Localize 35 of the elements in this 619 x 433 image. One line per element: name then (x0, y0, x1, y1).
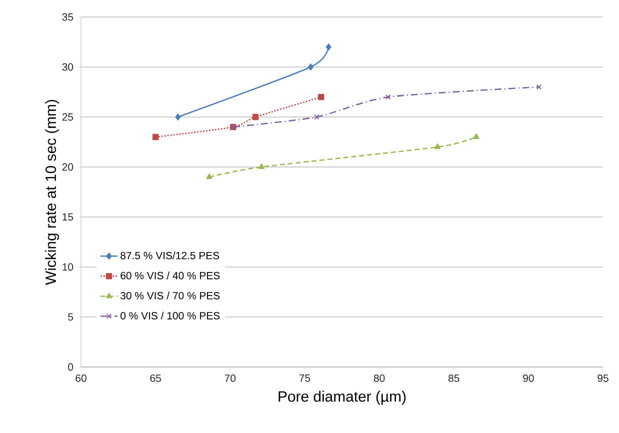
x-tick-label: 85 (448, 374, 460, 382)
point (314, 114, 320, 120)
x-tick-label: 90 (523, 374, 534, 382)
y-tick-label: 10 (62, 263, 74, 271)
point (175, 114, 181, 120)
x-tick-label: 70 (224, 374, 236, 382)
y-tick-label: 5 (68, 313, 74, 321)
y-tick-label: 35 (62, 13, 74, 21)
point (326, 44, 332, 50)
point (318, 94, 324, 100)
point (152, 134, 159, 140)
x-tick-label: 60 (76, 374, 86, 382)
point (206, 174, 212, 179)
y-tick-label: 30 (62, 63, 74, 71)
point (434, 144, 441, 149)
legend-label: 0 % VIS / 100 % PES (120, 312, 220, 320)
x-axis-title: Pore diamater (µm) (278, 390, 406, 405)
x-tick-label: 65 (150, 374, 161, 382)
y-tick-label: 25 (62, 113, 74, 121)
point (536, 84, 542, 90)
y-axis-title: Wicking rate at 10 sec (mm) (45, 100, 59, 285)
point (252, 114, 259, 120)
y-tick-label: 15 (62, 213, 74, 221)
x-tick-label: 75 (299, 374, 310, 382)
x-tick-label: 80 (374, 374, 385, 382)
legend-label: 87.5 % VIS/12.5 PES (120, 252, 220, 260)
point (386, 94, 391, 100)
y-tick-label: 0 (68, 363, 74, 371)
y-tick-label: 20 (62, 163, 74, 171)
x-tick-label: 95 (598, 374, 608, 382)
point (258, 164, 265, 169)
point (308, 64, 314, 70)
point (473, 134, 480, 139)
legend-label: 30 % VIS / 70 % PES (120, 292, 220, 300)
legend-label: 60 % VIS / 40 % PES (120, 272, 220, 280)
